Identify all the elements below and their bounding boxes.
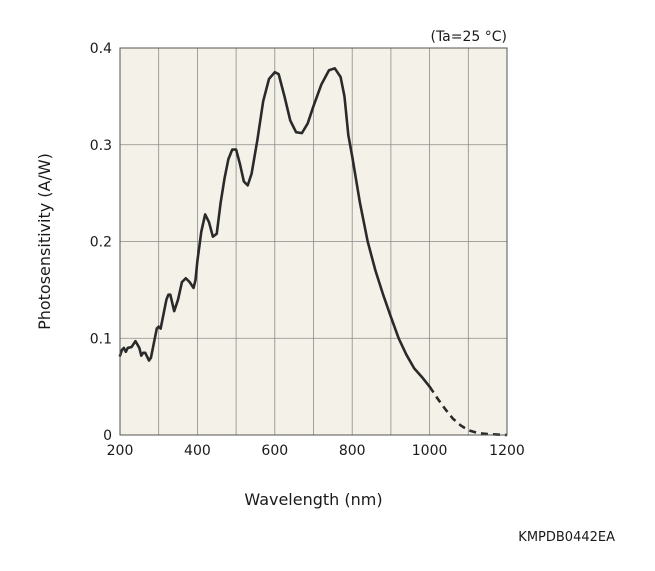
x-axis-title: Wavelength (nm)	[244, 490, 382, 509]
sensitivity-curve	[118, 67, 431, 388]
x-tick-label: 1200	[489, 443, 525, 459]
plot-frame	[119, 47, 508, 436]
y-tick-label: 0.2	[90, 235, 112, 251]
y-tick-label: 0	[103, 428, 112, 444]
x-tick-label: 1000	[412, 443, 448, 459]
sensitivity-curves	[118, 67, 508, 437]
y-tick-label: 0.3	[90, 138, 112, 154]
x-tick-labels: 200 400 600 800 1000 1200	[107, 443, 525, 459]
document-code: KMPDB0442EA	[518, 530, 615, 545]
x-tick-label: 800	[339, 443, 366, 459]
x-tick-label: 600	[261, 443, 288, 459]
x-tick-label: 200	[107, 443, 134, 459]
y-tick-label: 0.4	[90, 41, 112, 57]
y-axis-title: Photosensitivity (A/W)	[35, 153, 54, 330]
x-tick-label: 400	[184, 443, 211, 459]
y-tick-label: 0.1	[90, 331, 112, 347]
y-tick-labels: 0 0.1 0.2 0.3 0.4	[90, 41, 112, 444]
sensitivity-curve-dashed	[428, 385, 508, 437]
condition-label: (Ta=25 °C)	[430, 29, 507, 45]
